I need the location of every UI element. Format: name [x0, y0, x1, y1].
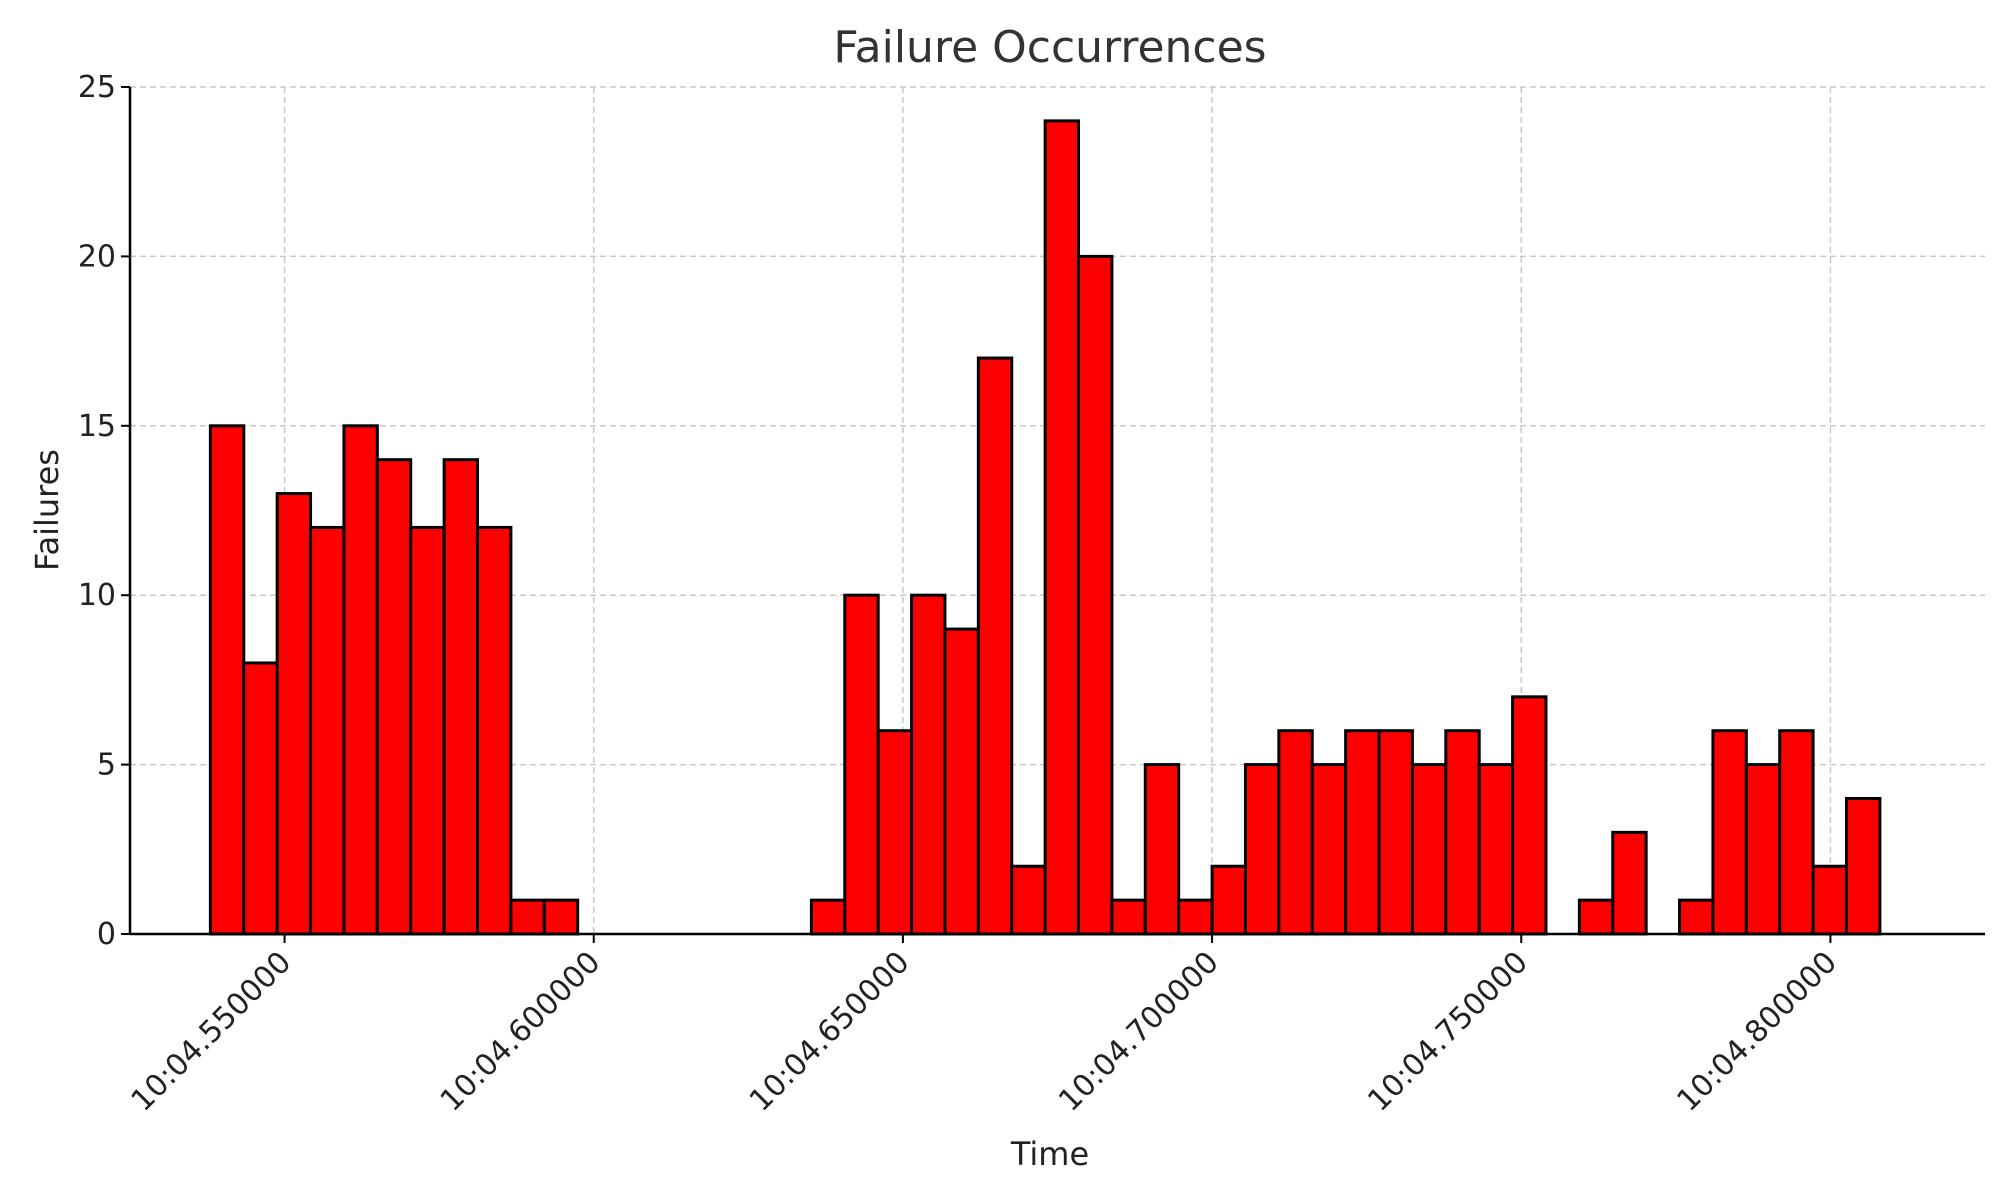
y-tick-label: 10	[78, 578, 116, 613]
x-tick-label: 10:04.550000	[125, 945, 299, 1119]
bars	[208, 119, 1882, 936]
histogram-bar	[910, 593, 947, 936]
histogram-bar	[943, 627, 980, 936]
x-tick-label: 10:04.800000	[1670, 945, 1844, 1119]
x-tick-label: 10:04.700000	[1052, 945, 1226, 1119]
x-tick-label: 10:04.600000	[434, 945, 608, 1119]
histogram-bar	[1010, 864, 1047, 936]
histogram-bar	[1477, 763, 1515, 936]
histogram-bar	[442, 458, 480, 936]
histogram-bar	[1043, 119, 1081, 936]
histogram-bar	[208, 424, 246, 936]
axes	[128, 87, 1985, 936]
histogram-bar	[1143, 763, 1181, 936]
y-tick-label: 0	[97, 917, 116, 952]
histogram-bar	[1310, 763, 1348, 936]
x-axis-label: Time	[1010, 1135, 1089, 1173]
histogram-bar	[809, 898, 847, 936]
histogram-bar	[375, 458, 413, 936]
histogram-bar	[1744, 763, 1782, 936]
histogram-bar	[1377, 729, 1414, 936]
histogram-bar	[876, 729, 914, 936]
histogram-bar	[1210, 864, 1247, 936]
histogram-bar	[1177, 898, 1214, 936]
histogram-bar	[409, 525, 446, 936]
histogram-bar	[1577, 898, 1615, 936]
histogram-bar	[342, 424, 379, 936]
histogram-bar	[1511, 695, 1548, 936]
histogram-bar	[1844, 796, 1882, 936]
histogram-bar	[542, 898, 580, 936]
histogram-bar	[1678, 898, 1715, 936]
y-ticks: 0 5 10 15 20 25	[78, 70, 130, 952]
x-tick-label: 10:04.750000	[1361, 945, 1535, 1119]
histogram-bar	[1811, 864, 1848, 936]
histogram-bar	[1110, 898, 1147, 936]
x-tick-label: 10:04.650000	[743, 945, 917, 1119]
histogram-bar	[1410, 763, 1448, 936]
histogram-bar	[509, 898, 546, 936]
histogram-bar	[309, 525, 346, 936]
histogram-bar	[1778, 729, 1815, 936]
x-ticks: 10:04.550000 10:04.600000 10:04.650000 10:0…	[125, 934, 1844, 1119]
y-tick-label: 15	[78, 409, 116, 444]
histogram-bar	[1611, 830, 1648, 936]
histogram-bar	[843, 593, 880, 936]
histogram-bar	[1444, 729, 1481, 936]
chart-title: Failure Occurrences	[833, 22, 1266, 73]
histogram-bar	[976, 356, 1014, 936]
y-tick-label: 25	[78, 70, 116, 105]
y-tick-label: 20	[78, 239, 116, 274]
histogram-bar	[275, 492, 313, 936]
histogram-bar	[476, 525, 513, 936]
histogram-bar	[1077, 254, 1114, 936]
y-tick-label: 5	[97, 748, 116, 783]
y-axis-label: Failures	[28, 449, 66, 571]
histogram-bar	[1711, 729, 1748, 936]
histogram-bar	[1277, 729, 1314, 936]
histogram-bar	[1243, 763, 1281, 936]
histogram-bar	[1344, 729, 1381, 936]
histogram-bar	[242, 661, 279, 936]
